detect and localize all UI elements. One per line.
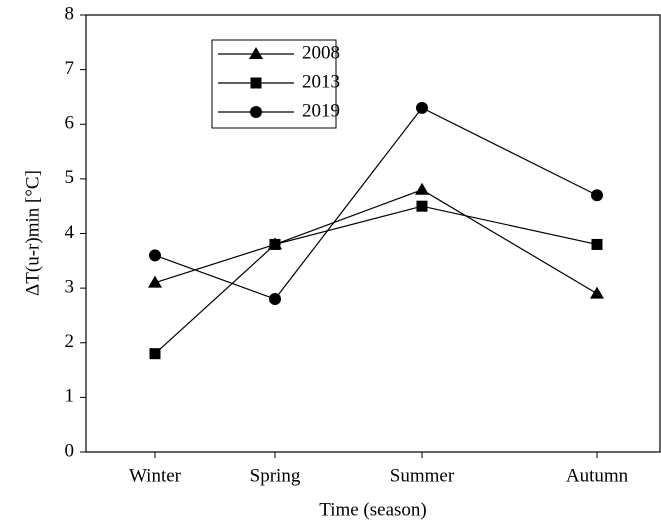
marker [415,182,429,195]
x-tick-label: Autumn [566,465,629,486]
marker [149,348,161,360]
marker [269,238,281,250]
marker [149,249,161,262]
plot-frame [85,14,661,453]
x-tick-label: Winter [129,465,182,486]
marker [250,106,262,118]
y-tick-label: 3 [65,276,75,297]
marker [416,101,428,114]
x-tick-label: Spring [250,465,301,486]
marker [269,293,281,306]
series-line [154,189,598,295]
y-tick-label: 1 [65,386,75,407]
legend-label: 2008 [302,42,340,63]
marker [148,275,162,288]
marker [249,47,263,59]
y-tick-label: 4 [65,222,75,243]
y-tick-label: 2 [65,331,75,352]
marker [416,200,428,212]
y-axis-label: ΔT(u-r)min [°C] [22,170,43,296]
series-line [154,205,598,355]
marker [250,77,262,89]
y-tick-label: 5 [65,167,75,188]
y-tick-label: 6 [65,113,75,134]
y-tick-label: 7 [65,58,75,79]
series-line [154,107,598,300]
marker [590,286,604,299]
marker [591,238,603,250]
legend-box [211,39,337,129]
marker [591,189,603,202]
x-tick-label: Summer [390,465,455,486]
x-axis-label: Time (season) [319,499,427,520]
legend-label: 2019 [302,100,340,121]
y-tick-label: 8 [65,3,75,24]
y-tick-label: 0 [65,440,75,461]
legend-label: 2013 [302,71,340,92]
